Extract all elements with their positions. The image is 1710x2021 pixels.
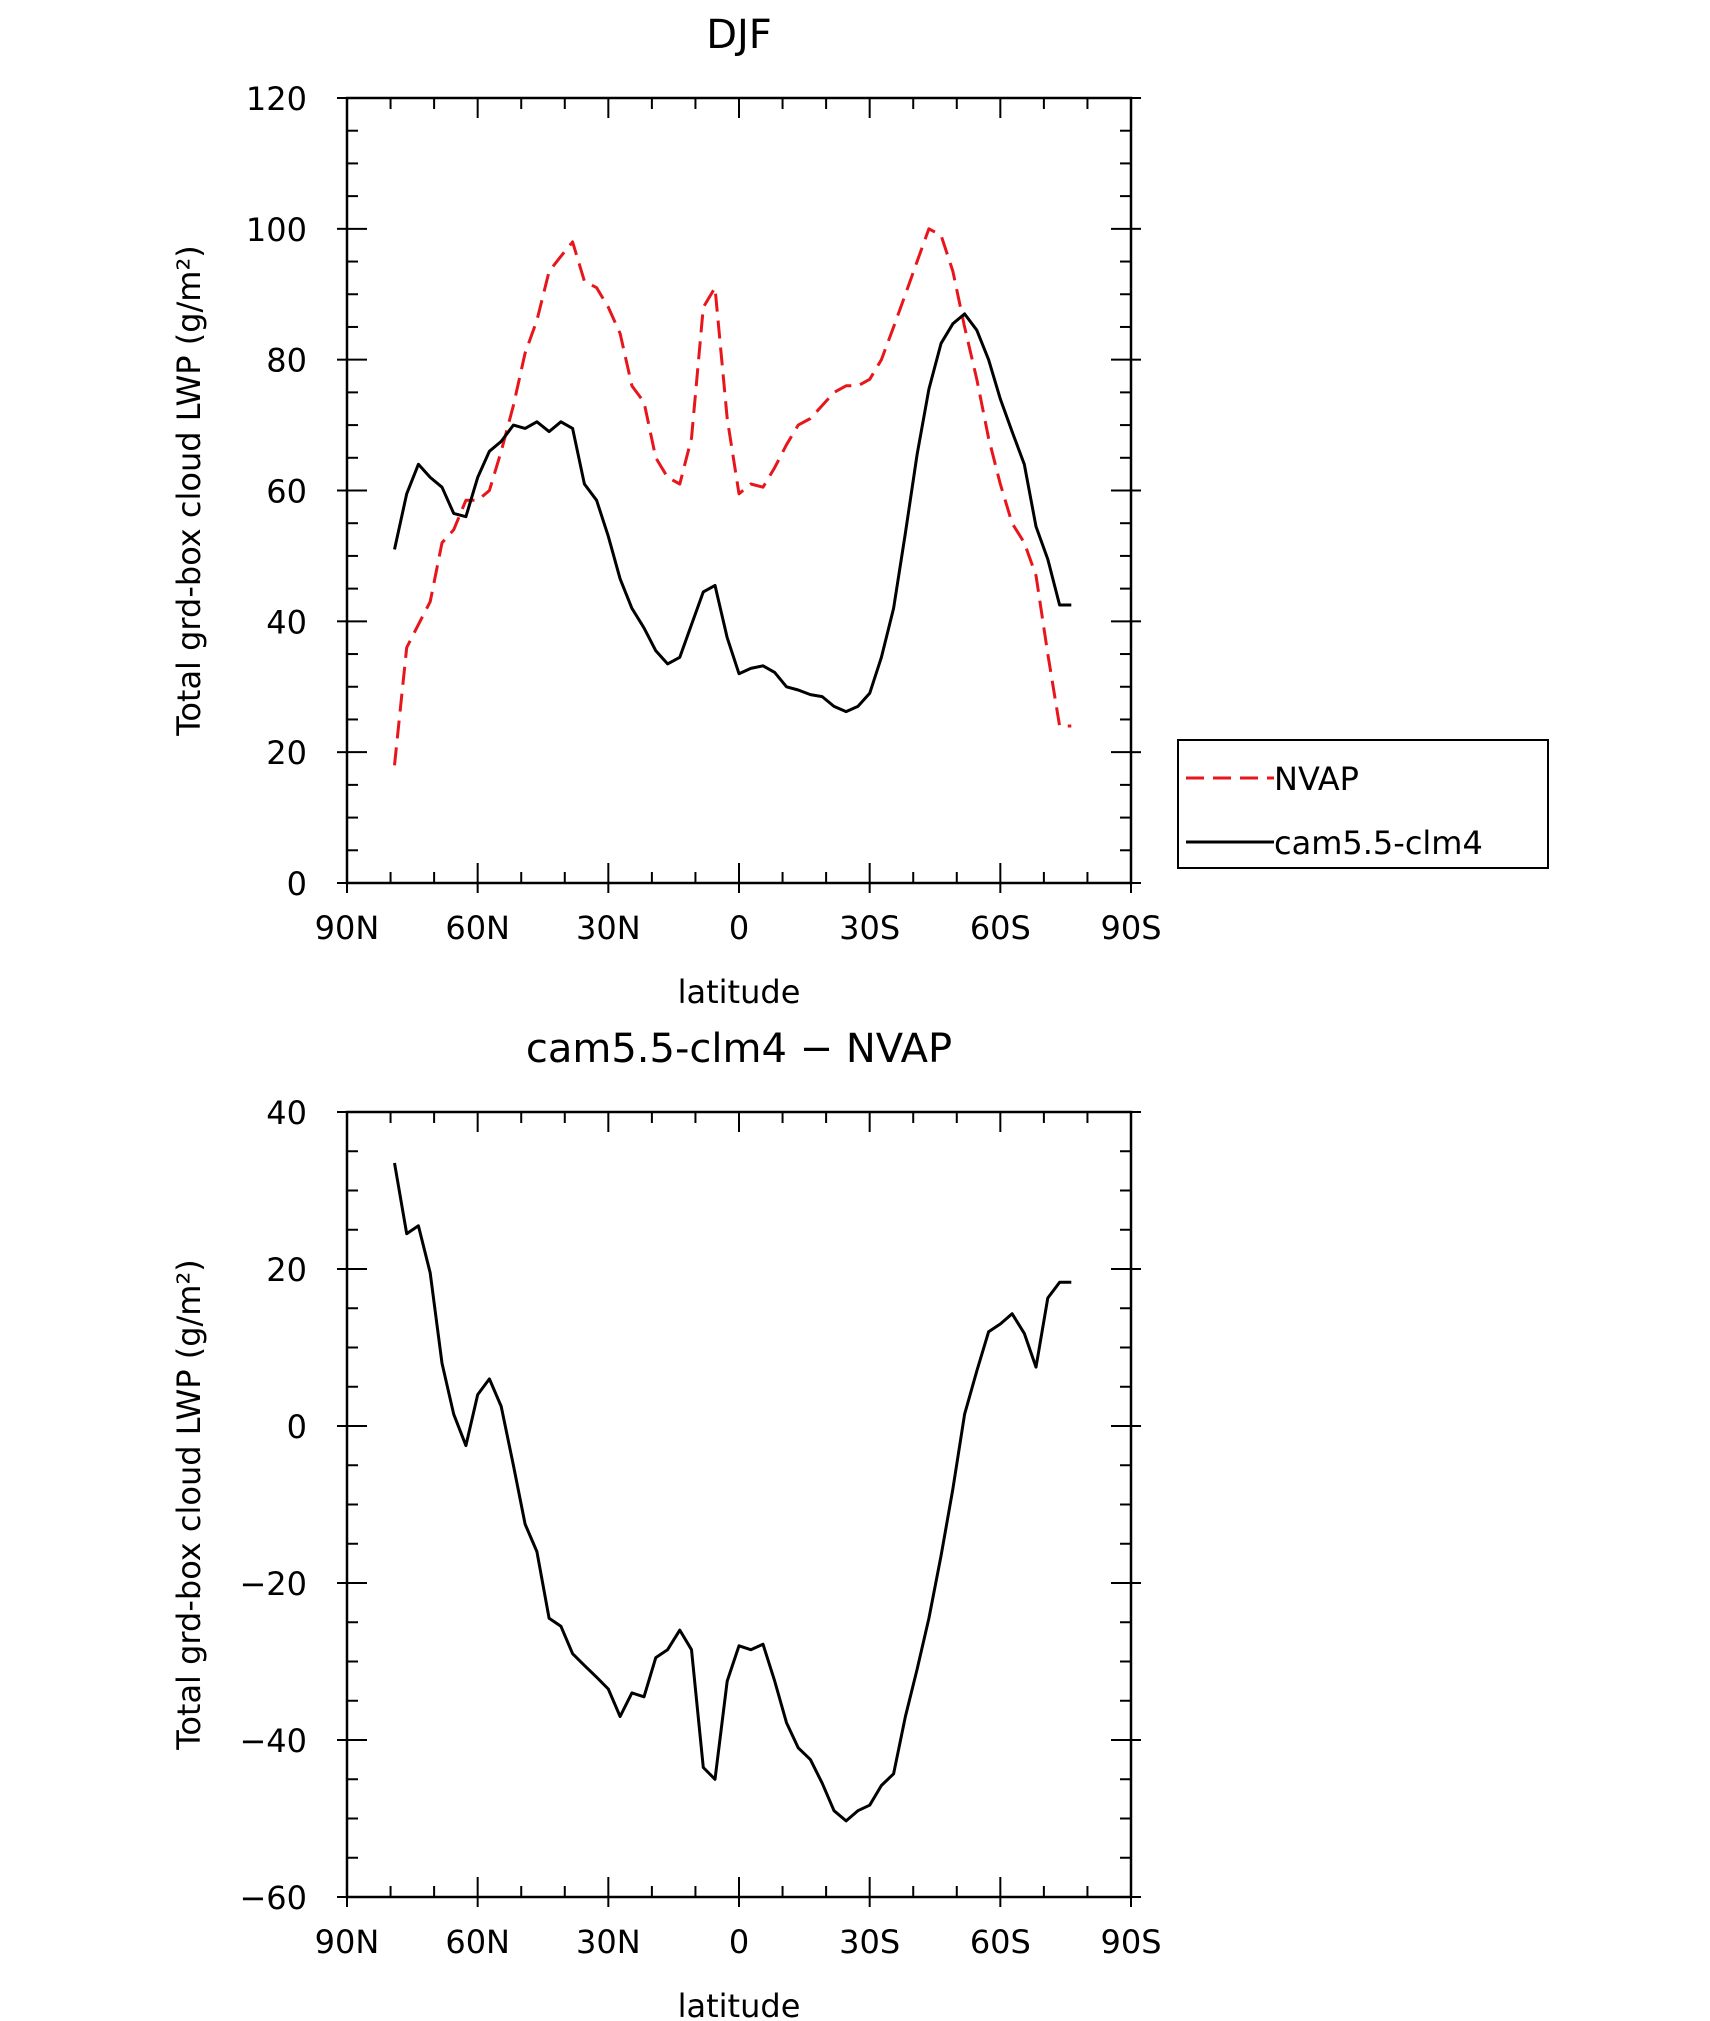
x-tick-label: 0	[729, 909, 749, 947]
x-tick-label: 30N	[576, 1923, 641, 1961]
top-panel-djf: DJF 90N 60N 30N 0 30S 60S 90S 0 20 40 60 80 100 120 lat…	[170, 12, 1549, 1011]
y-tick-label: 40	[266, 603, 307, 641]
x-tick-label: 0	[729, 1923, 749, 1961]
y-tick-label: 20	[266, 1251, 307, 1289]
legend-label: NVAP	[1274, 760, 1359, 798]
bottom-panel-difference: cam5.5-clm4 − NVAP 90N 60N 30N 0 30S 60S 90S −60…	[170, 1026, 1162, 2021]
chart-title: DJF	[706, 12, 772, 58]
x-tick-label: 60N	[445, 909, 510, 947]
y-tick-label: 60	[266, 473, 307, 511]
y-axis-label: Total grd-box cloud LWP (g/m²)	[170, 1259, 208, 1751]
x-tick-label: 90N	[315, 909, 380, 947]
x-tick-label: 60N	[445, 1923, 510, 1961]
x-tick-label: 30S	[839, 1923, 900, 1961]
x-tick-label: 30S	[839, 909, 900, 947]
series-line-cam5.5-clm4	[393, 312, 1072, 714]
y-tick-label: 100	[246, 211, 307, 249]
y-tick-label: −60	[239, 1879, 307, 1917]
y-tick-label: 40	[266, 1094, 307, 1132]
series-line-NVAP	[393, 227, 1072, 766]
x-tick-label: 90S	[1100, 1923, 1161, 1961]
x-tick-label: 30N	[576, 909, 641, 947]
plot-frame	[345, 1110, 1133, 1899]
series-line-difference	[393, 1162, 1072, 1823]
x-tick-label: 90S	[1100, 909, 1161, 947]
x-tick-label: 60S	[970, 909, 1031, 947]
x-axis-label: latitude	[678, 1987, 801, 2021]
legend-box	[1177, 739, 1549, 869]
y-tick-label: −20	[239, 1565, 307, 1603]
chart-title: cam5.5-clm4 − NVAP	[526, 1026, 952, 1072]
x-axis-label: latitude	[678, 973, 801, 1011]
y-axis-label: Total grd-box cloud LWP (g/m²)	[170, 245, 208, 737]
y-tick-label: 120	[246, 80, 307, 118]
legend-label: cam5.5-clm4	[1274, 824, 1483, 862]
y-tick-label: −40	[239, 1722, 307, 1760]
y-tick-label: 0	[287, 1408, 307, 1446]
y-tick-label: 80	[266, 342, 307, 380]
x-tick-label: 90N	[315, 1923, 380, 1961]
x-tick-label: 60S	[970, 1923, 1031, 1961]
y-tick-label: 0	[287, 865, 307, 903]
y-tick-label: 20	[266, 734, 307, 772]
